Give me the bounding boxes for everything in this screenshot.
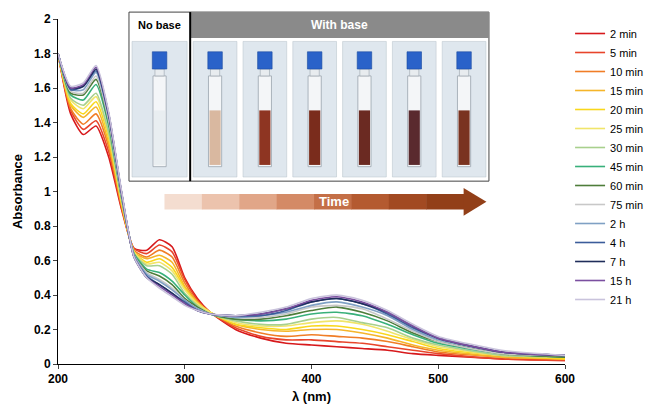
svg-text:45 min: 45 min [610, 161, 643, 173]
svg-text:400: 400 [301, 372, 321, 386]
svg-text:Absorbance: Absorbance [10, 154, 25, 229]
svg-text:500: 500 [428, 372, 448, 386]
svg-text:600: 600 [555, 372, 575, 386]
svg-text:Time: Time [319, 194, 349, 209]
svg-text:20 min: 20 min [610, 104, 643, 116]
svg-text:25 min: 25 min [610, 123, 643, 135]
svg-text:1.6: 1.6 [34, 81, 51, 95]
svg-text:4 h: 4 h [610, 237, 625, 249]
svg-text:0.8: 0.8 [34, 219, 51, 233]
svg-text:2 h: 2 h [610, 218, 625, 230]
svg-text:15 min: 15 min [610, 85, 643, 97]
svg-text:2: 2 [44, 12, 51, 26]
svg-text:0.6: 0.6 [34, 254, 51, 268]
svg-text:No base: No base [138, 19, 181, 31]
svg-text:0: 0 [44, 357, 51, 371]
svg-text:0.4: 0.4 [34, 288, 51, 302]
svg-text:7 h: 7 h [610, 256, 625, 268]
svg-text:60 min: 60 min [610, 180, 643, 192]
svg-text:1.4: 1.4 [34, 116, 51, 130]
svg-text:10 min: 10 min [610, 66, 643, 78]
svg-text:30 min: 30 min [610, 142, 643, 154]
svg-text:75 min: 75 min [610, 199, 643, 211]
svg-text:2 min: 2 min [610, 28, 637, 40]
svg-text:5 min: 5 min [610, 47, 637, 59]
svg-text:1.8: 1.8 [34, 47, 51, 61]
svg-text:0.2: 0.2 [34, 323, 51, 337]
svg-text:200: 200 [48, 372, 68, 386]
svg-text:With base: With base [311, 18, 368, 32]
svg-text:15 h: 15 h [610, 275, 631, 287]
svg-text:21 h: 21 h [610, 294, 631, 306]
svg-text:300: 300 [175, 372, 195, 386]
svg-text:λ (nm): λ (nm) [292, 389, 331, 404]
svg-text:1.2: 1.2 [34, 150, 51, 164]
svg-text:1: 1 [44, 185, 51, 199]
